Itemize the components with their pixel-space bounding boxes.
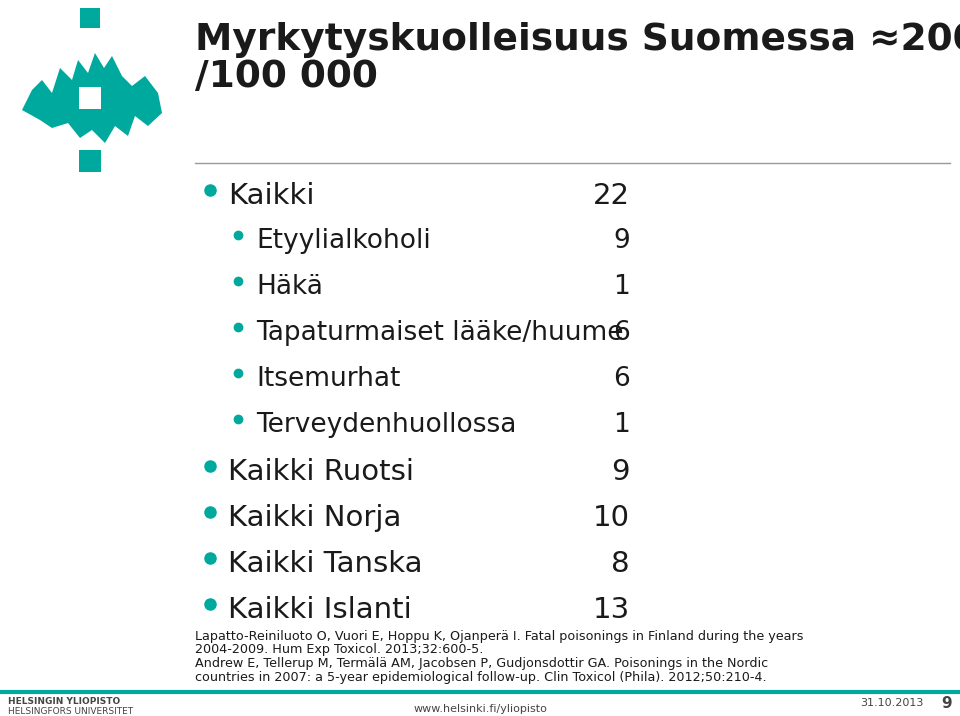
Text: Myrkytyskuolleisuus Suomessa ≈2007: Myrkytyskuolleisuus Suomessa ≈2007 [195,22,960,58]
Text: Kaikki: Kaikki [228,182,315,210]
Text: Kaikki Norja: Kaikki Norja [228,504,401,532]
Text: Kaikki Tanska: Kaikki Tanska [228,550,422,578]
Bar [79,150,101,172]
Text: Lapatto-Reiniluoto O, Vuori E, Hoppu K, Ojanperä I. Fatal poisonings in Finland : Lapatto-Reiniluoto O, Vuori E, Hoppu K, … [195,630,804,643]
Text: www.helsinki.fi/yliopisto: www.helsinki.fi/yliopisto [413,704,547,714]
Text: HELSINGFORS UNIVERSITET: HELSINGFORS UNIVERSITET [8,707,133,716]
Text: Häkä: Häkä [256,274,323,300]
Text: 9: 9 [612,458,630,486]
Text: Itsemurhat: Itsemurhat [256,366,400,392]
Text: 31.10.2013: 31.10.2013 [860,698,924,708]
Bar [80,8,100,28]
Text: 6: 6 [613,366,630,392]
Text: 1: 1 [613,412,630,438]
Polygon shape [22,53,162,143]
Text: 2004-2009. Hum Exp Toxicol. 2013;32:600-5.: 2004-2009. Hum Exp Toxicol. 2013;32:600-… [195,644,484,657]
Text: 22: 22 [593,182,630,210]
Text: countries in 2007: a 5-year epidemiological follow-up. Clin Toxicol (Phila). 201: countries in 2007: a 5-year epidemiologi… [195,670,767,684]
Text: 6: 6 [613,320,630,346]
Text: 1: 1 [613,274,630,300]
Text: Etyylialkoholi: Etyylialkoholi [256,228,431,254]
Text: HELSINGIN YLIOPISTO: HELSINGIN YLIOPISTO [8,697,120,706]
Bar [79,87,101,109]
Text: 9: 9 [942,696,952,711]
Text: /100 000: /100 000 [195,59,378,95]
Text: 8: 8 [612,550,630,578]
Text: 10: 10 [593,504,630,532]
Text: 13: 13 [592,596,630,624]
Text: 9: 9 [613,228,630,254]
Text: Kaikki Ruotsi: Kaikki Ruotsi [228,458,414,486]
Text: Tapaturmaiset lääke/huume: Tapaturmaiset lääke/huume [256,320,623,346]
Text: Terveydenhuollossa: Terveydenhuollossa [256,412,516,438]
Text: Kaikki Islanti: Kaikki Islanti [228,596,412,624]
Text: Andrew E, Tellerup M, Termälä AM, Jacobsen P, Gudjonsdottir GA. Poisonings in th: Andrew E, Tellerup M, Termälä AM, Jacobs… [195,657,768,670]
